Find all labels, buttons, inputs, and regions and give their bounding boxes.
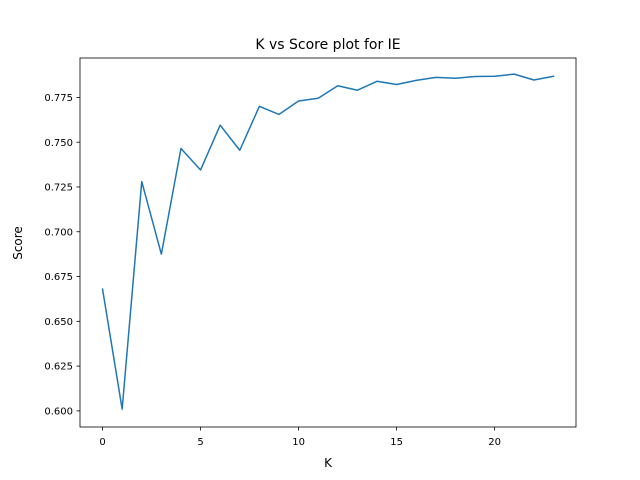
data-point (259, 106, 261, 108)
data-point (513, 73, 515, 75)
data-point (337, 85, 339, 87)
data-point (415, 80, 417, 82)
axes-frame (79, 57, 577, 428)
y-tick-label: 0.650 (44, 317, 73, 328)
data-point (102, 288, 104, 290)
data-point (121, 408, 123, 410)
x-tick-label: 0 (99, 437, 105, 448)
data-point (357, 89, 359, 91)
chart-title: K vs Score plot for IE (255, 37, 400, 53)
data-point (141, 181, 143, 183)
data-point (278, 114, 280, 116)
y-tick-label: 0.725 (44, 183, 73, 194)
data-point (298, 100, 300, 102)
data-point (180, 148, 182, 150)
y-tick-label: 0.775 (44, 93, 73, 104)
y-tick-label: 0.675 (44, 272, 73, 283)
data-point (200, 169, 202, 171)
y-tick-label: 0.625 (44, 362, 73, 373)
data-point (376, 80, 378, 82)
data-point (435, 77, 437, 79)
y-tick-label: 0.600 (44, 406, 73, 417)
data-point (533, 79, 535, 81)
y-tick-label: 0.750 (44, 138, 73, 149)
y-axis-label: Score (11, 226, 25, 260)
data-point (317, 98, 319, 100)
x-tick-label: 10 (292, 437, 305, 448)
data-point (396, 84, 398, 86)
x-tick-label: 15 (390, 437, 403, 448)
plot-area (79, 57, 577, 428)
data-point (494, 75, 496, 77)
x-axis-label: K (324, 456, 333, 470)
series-line-0 (101, 73, 555, 410)
data-point (474, 76, 476, 78)
x-tick-label: 20 (488, 437, 501, 448)
y-tick-label: 0.700 (44, 227, 73, 238)
data-point (239, 149, 241, 151)
x-tick-label: 5 (197, 437, 203, 448)
data-point (553, 75, 555, 77)
data-point (219, 124, 221, 126)
data-point (455, 77, 457, 79)
data-point (161, 253, 163, 255)
y-axis-ticks: 0.600 0.625 0.650 0.675 0.700 0.725 0.750 0.775 (44, 93, 80, 417)
x-axis-ticks: 0 5 10 15 20 (99, 427, 501, 448)
